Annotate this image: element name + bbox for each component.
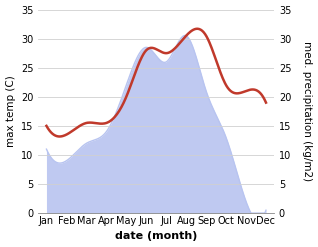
X-axis label: date (month): date (month) [115,231,197,242]
Y-axis label: med. precipitation (kg/m2): med. precipitation (kg/m2) [302,41,313,181]
Y-axis label: max temp (C): max temp (C) [5,75,16,147]
